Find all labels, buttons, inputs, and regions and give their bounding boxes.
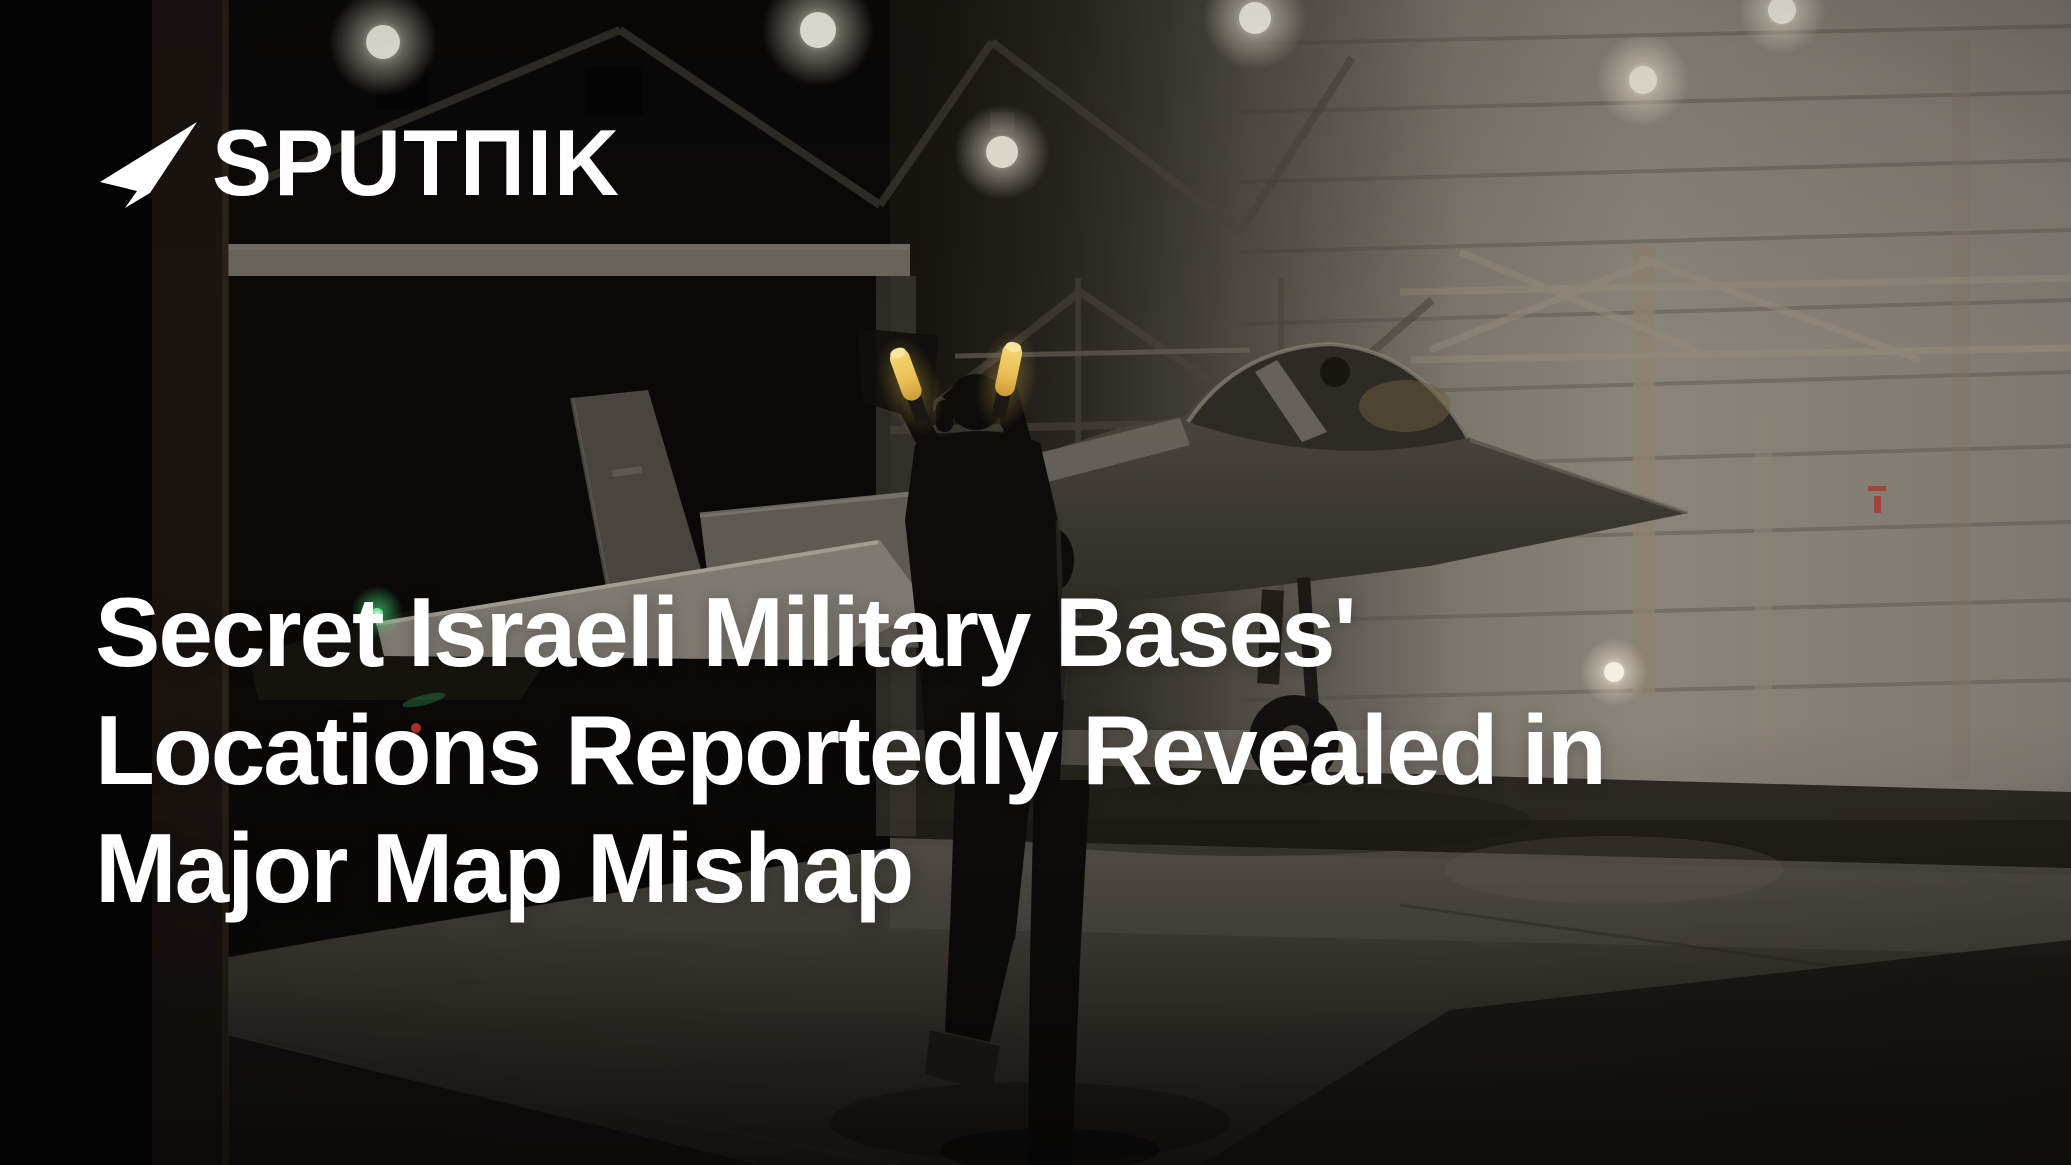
- marshalling-wand-left: [876, 335, 944, 436]
- paper-plane-icon: [100, 122, 197, 208]
- pilot-hud-silhouette: [1320, 357, 1350, 387]
- marshaller-leg: [1028, 780, 1090, 1165]
- ceiling-light: [329, 0, 437, 96]
- wall-base-lamp: [1580, 638, 1648, 706]
- f35-fighter-jet: [351, 328, 1689, 856]
- wingtip-green-light: [351, 586, 446, 708]
- ceiling-light: [954, 104, 1050, 200]
- headline-line-1: Secret Israeli Military Bases': [95, 577, 1357, 687]
- sputnik-logo[interactable]: SPUTΠIK: [100, 112, 622, 216]
- ceiling-light: [1597, 34, 1689, 126]
- jet-forward-fuselage: [930, 344, 1688, 648]
- lifted-boot-sole: [925, 1030, 1000, 1092]
- headline-line-3: Major Map Mishap: [95, 813, 914, 923]
- ceiling-light: [762, 0, 874, 86]
- marshaller-torso: [905, 430, 1066, 782]
- wall-floor-junction: [890, 760, 2071, 868]
- door-header-beam: [210, 244, 910, 250]
- ceiling-light: [1203, 0, 1307, 70]
- marshalling-wand-right: [975, 329, 1038, 432]
- left-door-frame: [0, 0, 229, 1165]
- logo-text: SPUTΠIK: [212, 112, 622, 216]
- wall-truss-rods: [1399, 248, 2071, 364]
- headline-line-2: Locations Reportedly Revealed in: [95, 695, 1607, 805]
- jet-canopy: [1186, 341, 1470, 451]
- ceiling-light: [1738, 0, 1826, 54]
- jet-tail-fin: [572, 390, 706, 598]
- jet-nose-gear: [970, 577, 1530, 856]
- red-wall-marking: [1868, 486, 1886, 513]
- jet-wing: [375, 540, 928, 660]
- red-warning-light: [411, 723, 421, 733]
- headline: Secret Israeli Military Bases' Locations…: [95, 573, 1607, 927]
- ceiling-lights: [329, 0, 1826, 200]
- marshaller-leg: [950, 780, 1032, 940]
